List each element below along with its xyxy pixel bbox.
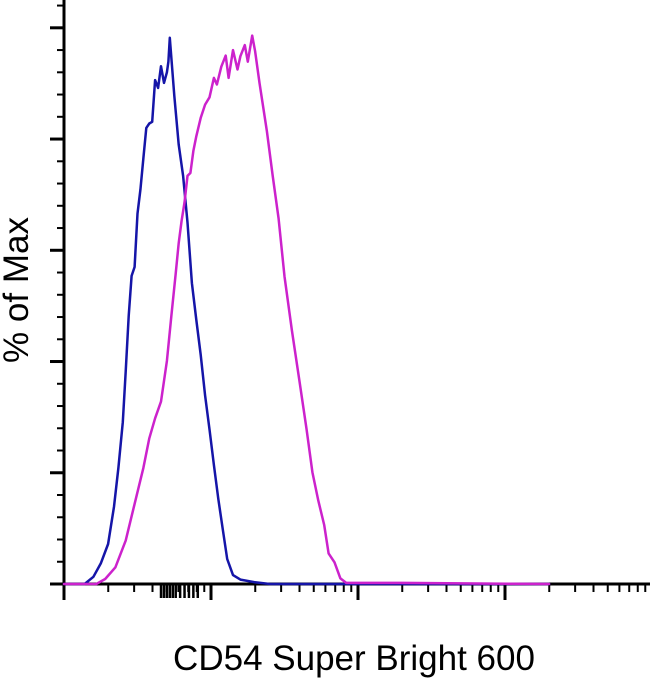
y-axis-label: % of Max	[0, 217, 36, 363]
axes	[50, 0, 650, 600]
series-layer	[62, 34, 551, 586]
x-axis-label: CD54 Super Bright 600	[173, 639, 535, 678]
series-line-1	[62, 36, 551, 586]
series-line-2	[62, 34, 551, 586]
